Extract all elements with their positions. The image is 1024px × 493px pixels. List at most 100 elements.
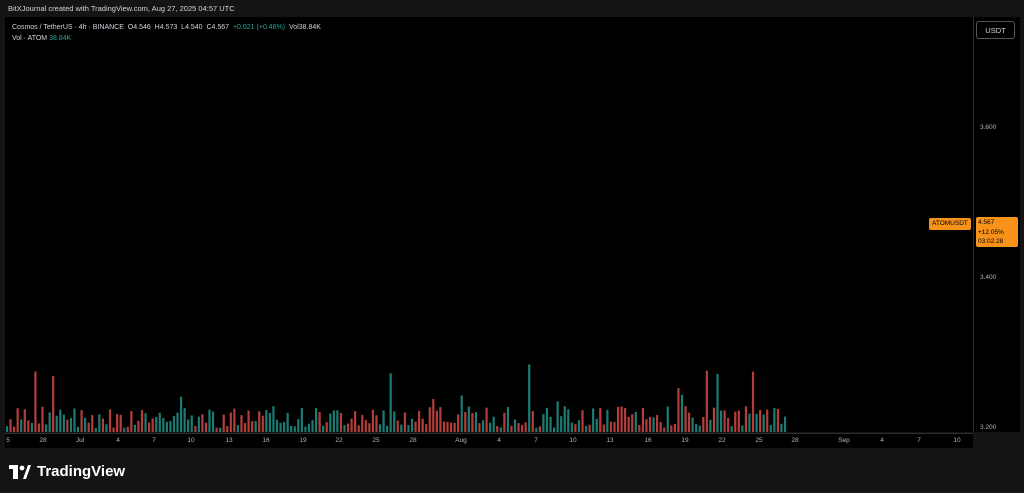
volume-bar bbox=[222, 414, 225, 432]
volume-bar bbox=[506, 407, 510, 432]
volume-bar bbox=[549, 416, 552, 432]
volume-bar bbox=[556, 401, 559, 432]
volume-bar bbox=[258, 411, 261, 432]
volume-bar bbox=[91, 415, 94, 432]
volume-bar bbox=[48, 412, 51, 432]
volume-bar bbox=[656, 414, 659, 432]
volume-bar bbox=[73, 408, 76, 432]
volume-bar bbox=[517, 423, 520, 432]
volume-bar bbox=[261, 415, 264, 432]
volume-bar bbox=[503, 412, 506, 432]
time-tick: 25 bbox=[372, 437, 380, 444]
volume-bar bbox=[407, 425, 410, 432]
volume-bar bbox=[727, 417, 730, 432]
volume-bar bbox=[254, 421, 257, 432]
volume-bar bbox=[677, 388, 680, 432]
volume-bar bbox=[116, 414, 119, 432]
volume-bar bbox=[233, 408, 236, 432]
volume-bar bbox=[393, 411, 396, 432]
price-tick: 3.400 bbox=[980, 274, 997, 281]
volume-bar bbox=[592, 408, 595, 432]
volume-bar bbox=[616, 406, 620, 432]
volume-bar bbox=[396, 420, 399, 432]
time-tick: 4 bbox=[880, 437, 884, 444]
volume-bar bbox=[41, 406, 44, 432]
volume-bar bbox=[382, 410, 385, 432]
volume-bar bbox=[780, 423, 783, 432]
tradingview-wordmark: TradingView bbox=[37, 463, 126, 480]
volume-bar bbox=[300, 407, 303, 432]
volume-bar bbox=[574, 424, 577, 432]
volume-bar bbox=[204, 422, 208, 432]
time-tick: 5 bbox=[6, 437, 10, 444]
volume-bar bbox=[339, 413, 343, 432]
volume-bar bbox=[588, 424, 591, 432]
volume-bar bbox=[34, 371, 37, 432]
volume-bar bbox=[346, 423, 350, 432]
symbol-name: Cosmos / TetherUS · 4h · BINANCE bbox=[12, 24, 124, 31]
volume-bar bbox=[716, 373, 719, 432]
volume-bar bbox=[23, 409, 26, 432]
time-axis[interactable] bbox=[5, 433, 973, 448]
volume-bar bbox=[410, 418, 414, 432]
volume-bar bbox=[521, 424, 524, 432]
volume-bar bbox=[304, 426, 307, 432]
time-tick: 7 bbox=[917, 437, 921, 444]
volume-bar bbox=[400, 424, 403, 432]
volume-legend-value: 38.84K bbox=[49, 35, 72, 42]
volume-bar bbox=[684, 406, 687, 432]
time-tick: 13 bbox=[225, 437, 233, 444]
volume-bar bbox=[744, 406, 748, 432]
volume-bar bbox=[215, 427, 218, 432]
time-tick: 7 bbox=[534, 437, 538, 444]
volume-bar bbox=[98, 414, 101, 432]
volume-bar bbox=[165, 421, 168, 432]
volume-bar bbox=[101, 418, 105, 432]
volume-bar bbox=[286, 412, 289, 432]
volume-bar bbox=[666, 406, 669, 432]
time-tick: 22 bbox=[335, 437, 343, 444]
tradingview-logo-icon bbox=[9, 464, 31, 479]
volume-bar bbox=[584, 425, 588, 432]
volume-bar bbox=[247, 410, 250, 432]
volume-bar bbox=[80, 410, 83, 432]
volume-bar bbox=[151, 418, 154, 432]
volume-bar bbox=[123, 427, 126, 432]
volume-bar bbox=[297, 419, 300, 432]
volume-bar bbox=[464, 412, 467, 432]
volume-bar bbox=[428, 407, 431, 432]
time-tick: 4 bbox=[497, 437, 501, 444]
volume-bar bbox=[602, 424, 605, 432]
volume-bar bbox=[609, 421, 613, 432]
volume-bar bbox=[194, 425, 197, 432]
tradingview-logo[interactable]: TradingView bbox=[9, 463, 125, 480]
close-value: 4.567 bbox=[211, 24, 230, 31]
volume-bar bbox=[563, 406, 566, 432]
volume-bar bbox=[442, 421, 446, 432]
time-tick: 19 bbox=[299, 437, 307, 444]
volume-bar bbox=[307, 423, 311, 432]
volume-bar bbox=[513, 419, 517, 432]
price-chart[interactable] bbox=[5, 17, 973, 432]
time-tick: Sep bbox=[838, 437, 850, 444]
currency-selector[interactable]: USDT bbox=[976, 21, 1015, 39]
volume-bar bbox=[712, 407, 716, 432]
volume-bar bbox=[432, 399, 435, 432]
time-tick: Jul bbox=[75, 437, 85, 444]
volume-bar bbox=[528, 364, 531, 432]
volume-bar bbox=[417, 410, 421, 432]
volume-bar bbox=[211, 411, 215, 432]
volume-bar bbox=[421, 418, 424, 432]
volume-bar bbox=[570, 422, 573, 432]
volume-bar bbox=[55, 415, 58, 432]
volume-bar bbox=[425, 424, 428, 432]
volume-bar bbox=[30, 422, 33, 432]
volume-bar bbox=[343, 425, 346, 432]
volume-bar bbox=[595, 418, 598, 432]
volume-bar bbox=[332, 410, 335, 432]
volume-bar bbox=[322, 425, 325, 432]
price-tick: 3.600 bbox=[980, 124, 997, 131]
volume-bar bbox=[279, 422, 282, 432]
volume-bar bbox=[311, 420, 314, 432]
